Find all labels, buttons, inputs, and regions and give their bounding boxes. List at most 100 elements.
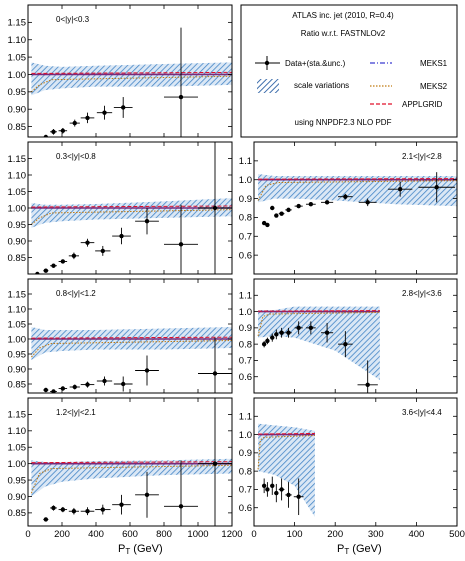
data-marker xyxy=(397,186,403,192)
data-marker xyxy=(71,253,77,259)
data-marker xyxy=(261,220,267,226)
data-point xyxy=(305,321,316,335)
y-tick-label: 1.00 xyxy=(8,334,27,345)
scale-variation-band xyxy=(258,306,380,380)
scale-variation-band xyxy=(31,198,232,228)
data-marker xyxy=(178,504,184,509)
data-point xyxy=(58,386,68,391)
data-point xyxy=(164,27,198,137)
y-tick-label: 1.1 xyxy=(239,156,252,167)
data-point xyxy=(58,127,68,134)
y-tick-label: 0.85 xyxy=(8,508,27,519)
legend-applgrid-label: APPLGRID xyxy=(402,100,443,109)
y-tick-label: 1.0 xyxy=(239,307,252,318)
data-point xyxy=(96,105,113,120)
y-tick-label: 1.10 xyxy=(8,35,27,46)
data-point xyxy=(58,259,68,264)
y-tick-label: 0.95 xyxy=(8,475,27,486)
panel-p0: 0.85 0.90 0.95 1.00 1.05 1.10 1.15 0<|y|<0.3 xyxy=(8,4,233,138)
data-marker xyxy=(51,389,56,393)
y-tick-label: 1.1 xyxy=(239,412,252,423)
y-tick-label: 0.90 xyxy=(8,364,27,375)
data-point xyxy=(294,321,303,335)
data-marker xyxy=(343,341,348,347)
chart-title: ATLAS inc. jet (2010, R=0.4) xyxy=(292,11,394,20)
data-marker xyxy=(43,387,49,393)
panel-p6: 0.6 0.7 0.8 0.9 1.0 1.1 0 100 200 300 400 500 3.6<|y… xyxy=(239,397,465,540)
panel-rapidity-label: 3.6<|y|<4.4 xyxy=(402,408,442,417)
y-tick-label: 0.95 xyxy=(8,87,27,98)
data-marker xyxy=(60,128,66,133)
x-axis-title-left: PT (GeV) xyxy=(118,543,163,556)
ratio-line-applgrid xyxy=(258,432,315,435)
data-marker xyxy=(261,341,267,347)
data-marker xyxy=(119,233,124,239)
data-point xyxy=(261,340,267,348)
data-marker xyxy=(261,483,267,488)
data-marker xyxy=(43,268,49,273)
data-point xyxy=(135,208,159,235)
data-marker xyxy=(71,509,77,514)
data-marker xyxy=(212,461,218,466)
data-marker xyxy=(144,492,150,498)
data-marker xyxy=(279,487,284,492)
data-point xyxy=(305,202,316,207)
y-tick-label: 1.05 xyxy=(8,319,27,330)
panel-p5: 0.6 0.7 0.8 0.9 1.0 1.1 2.8<|y|<3.6 xyxy=(239,278,458,394)
x-tick-label: 400 xyxy=(408,529,424,540)
x-axis-title-left-main: P xyxy=(118,543,125,555)
data-marker xyxy=(100,507,106,512)
data-point xyxy=(270,333,275,342)
data-marker xyxy=(60,507,66,512)
x-axis-title-left-sub: T xyxy=(125,547,130,556)
data-marker xyxy=(60,386,66,391)
data-marker xyxy=(85,240,90,245)
data-point xyxy=(113,97,133,118)
data-marker xyxy=(270,483,275,488)
scale-variation-band xyxy=(31,327,232,360)
x-tick-label: 200 xyxy=(54,529,70,540)
data-point xyxy=(387,181,413,197)
x-tick-label: 800 xyxy=(156,529,172,540)
y-tick-label: 0.85 xyxy=(8,253,27,264)
ratio-line-applgrid xyxy=(258,178,457,180)
y-tick-label: 0.8 xyxy=(239,213,252,224)
data-point xyxy=(320,200,334,205)
panel-rapidity-label: 0.3<|y|<0.8 xyxy=(56,152,96,161)
legend-scale-label: scale variations xyxy=(294,81,349,90)
ratio-line-applgrid xyxy=(31,205,232,208)
data-point xyxy=(135,471,159,518)
data-marker xyxy=(265,222,270,228)
x-tick-label: 0 xyxy=(251,529,256,540)
panels: 0.850.900.951.001.051.101.15 0<|y|<0.3 0.8… xyxy=(8,4,465,540)
panel-frame xyxy=(253,141,458,275)
data-point xyxy=(265,337,270,345)
data-marker xyxy=(212,205,218,211)
data-point xyxy=(294,203,303,209)
data-point xyxy=(80,112,95,124)
data-marker xyxy=(286,330,291,335)
data-point xyxy=(112,494,131,515)
scale-variation-band xyxy=(258,423,315,517)
legend-scale: scale variations xyxy=(257,79,349,93)
data-point xyxy=(135,355,159,386)
legend-data-label: Data+(sta.&unc.) xyxy=(285,59,346,68)
data-point xyxy=(338,193,353,200)
data-point xyxy=(68,507,79,515)
x-axis-title-left-unit: (GeV) xyxy=(130,543,162,555)
data-point xyxy=(198,337,232,393)
panel-frame xyxy=(253,397,458,527)
y-tick-label: 1.00 xyxy=(8,203,27,214)
data-marker xyxy=(265,487,270,492)
data-point xyxy=(270,205,275,211)
data-marker xyxy=(51,263,56,268)
data-marker xyxy=(308,325,314,331)
panel-plot-area xyxy=(30,398,232,526)
data-point xyxy=(265,482,270,497)
ratio-line-applgrid xyxy=(31,461,232,464)
data-point xyxy=(265,222,270,228)
scale-variation-band xyxy=(258,174,457,207)
legend-applgrid: APPLGRID xyxy=(370,100,443,109)
data-marker xyxy=(343,194,348,199)
